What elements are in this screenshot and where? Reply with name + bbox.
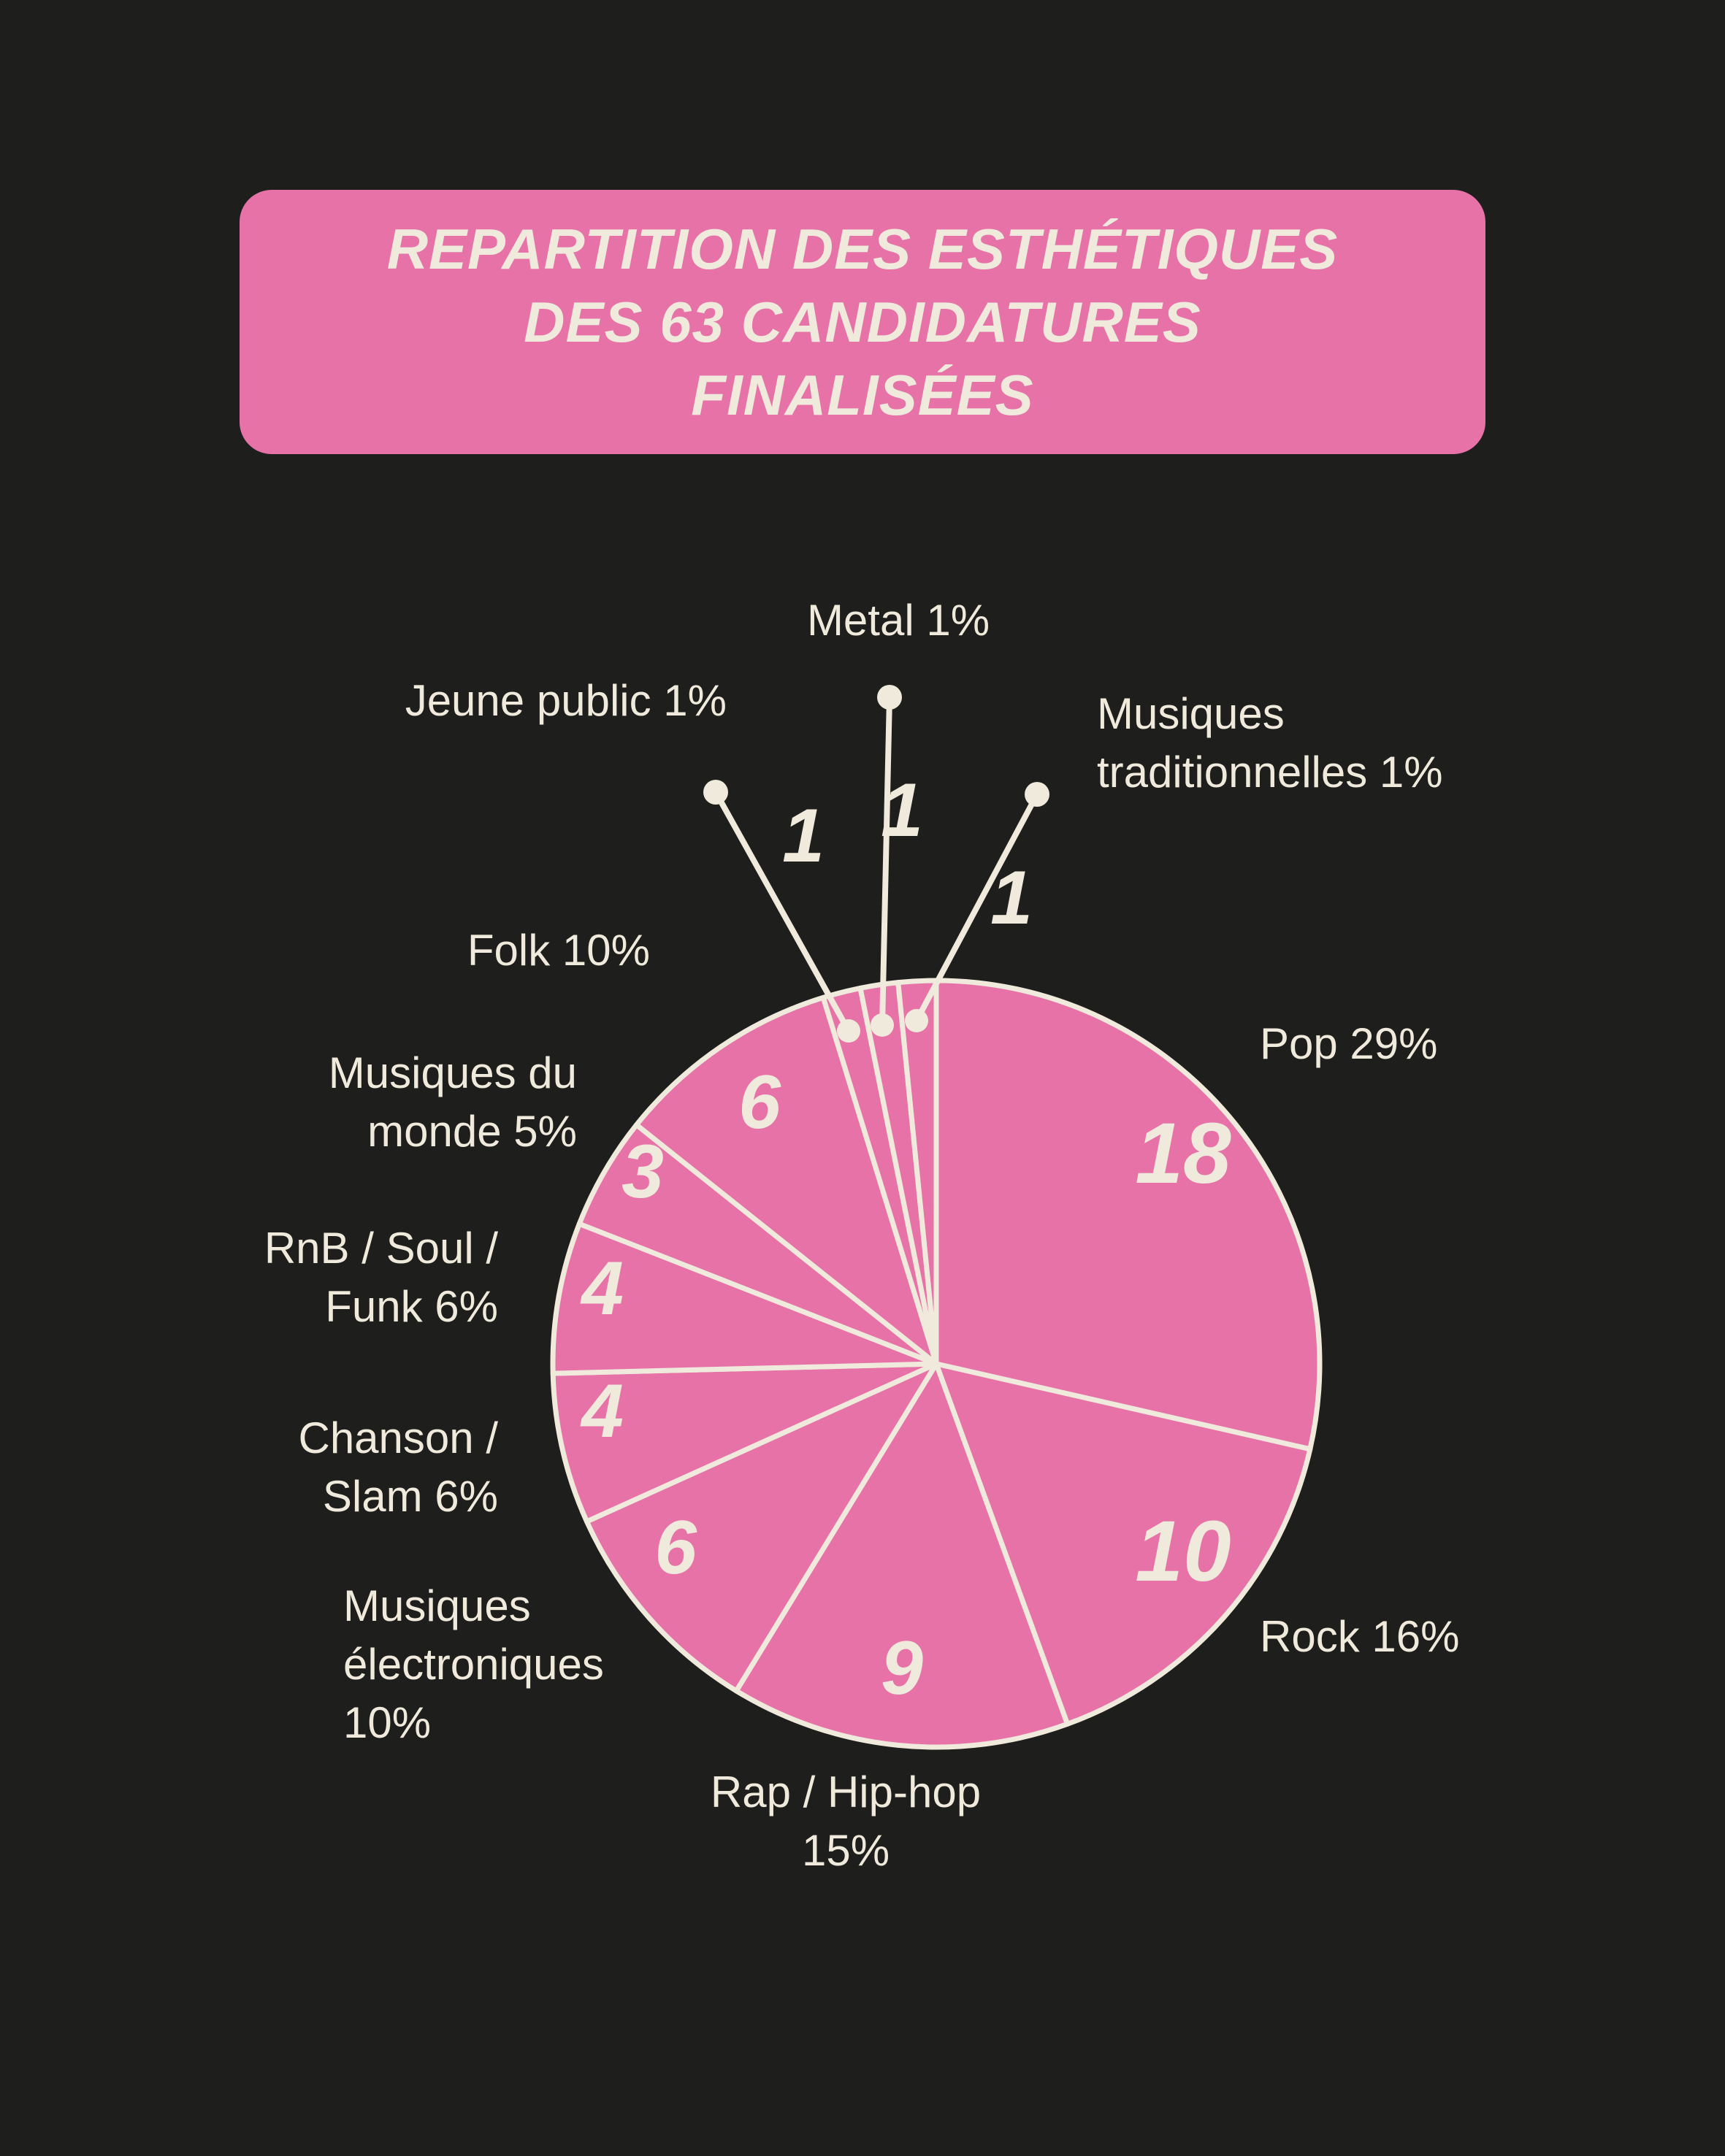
slice-label-line: Pop 29% [1260, 1019, 1438, 1068]
slice-value-pop: 18 [1135, 1105, 1231, 1202]
callouts [703, 685, 1049, 1043]
title-banner: REPARTITION DES ESTHÉTIQUES DES 63 CANDI… [240, 190, 1485, 454]
slice-labels: Pop 29% Rock 16% Rap / Hip-hop 15% Musiques é… [264, 596, 1460, 1875]
callout-dot-outer-jeune-public [703, 780, 728, 805]
callout-line-musiques-traditionnelles [914, 791, 1040, 1024]
callout-dot-inner-jeune-public [837, 1019, 860, 1043]
slice-label-rock: Rock 16% [1260, 1612, 1459, 1661]
slice-value-rock: 10 [1135, 1503, 1231, 1600]
slice-label-line: Musiques du [329, 1048, 577, 1097]
slice-label-line: Metal 1% [807, 596, 990, 645]
slice-label-rap-hip-hop: Rap / Hip-hop 15% [711, 1768, 981, 1875]
slice-label-line: Slam 6% [323, 1472, 498, 1521]
slice-value-chanson-slam: 4 [580, 1369, 624, 1454]
slice-label-line: 15% [802, 1826, 890, 1875]
callout-line-jeune-public [713, 789, 852, 1034]
slice-value-jeune-public: 1 [782, 794, 825, 878]
callout-dot-inner-musiques-traditionnelles [905, 1009, 928, 1032]
pie-slice-rap-hip-hop [733, 1361, 1071, 1750]
slice-label-line: Chanson / [298, 1413, 498, 1462]
slice-label-line: Funk 6% [325, 1282, 498, 1331]
slice-label-rnb-soul-funk: RnB / Soul / Funk 6% [264, 1224, 498, 1331]
slice-label-jeune-public: Jeune public 1% [405, 676, 727, 725]
slice-value-musiques-electroniques: 6 [654, 1505, 697, 1590]
slice-label-line: Musiques [343, 1581, 531, 1630]
slice-value-musiques-du-monde: 3 [621, 1129, 664, 1214]
callout-dot-outer-metal [877, 685, 902, 710]
slice-label-line: Musiques [1097, 689, 1285, 738]
slice-value-rap-hip-hop: 9 [881, 1626, 923, 1711]
pie-slices [550, 978, 1323, 1750]
slice-label-line: Rock 16% [1260, 1612, 1459, 1661]
slice-label-line: RnB / Soul / [264, 1224, 498, 1273]
pie-slice-folk [634, 994, 939, 1367]
slice-value-folk: 6 [738, 1060, 781, 1145]
slice-label-line: traditionnelles 1% [1097, 748, 1443, 797]
slice-label-pop: Pop 29% [1260, 1019, 1438, 1068]
slice-label-line: Folk 10% [467, 926, 650, 975]
pie-slice-rnb-soul-funk [550, 1221, 939, 1376]
callout-dot-inner-metal [871, 1013, 894, 1037]
chart-title: REPARTITION DES ESTHÉTIQUES DES 63 CANDI… [386, 217, 1339, 427]
pie-slice-rock [933, 1361, 1313, 1727]
slice-label-musiques-du-monde: Musiques du monde 5% [329, 1048, 577, 1156]
slice-value-rnb-soul-funk: 4 [580, 1246, 624, 1331]
slice-label-line: 10% [343, 1698, 431, 1747]
pie-slice-musiques-electroniques [584, 1361, 939, 1694]
slice-label-line: Jeune public 1% [405, 676, 727, 725]
slice-label-metal: Metal 1% [807, 596, 990, 645]
callout-line-metal [879, 694, 892, 1028]
slice-label-musiques-traditionnelles: Musiques traditionnelles 1% [1097, 689, 1443, 797]
slice-label-chanson-slam: Chanson / Slam 6% [298, 1413, 498, 1521]
pie-slice-pop [933, 978, 1323, 1452]
callout-dot-outer-musiques-traditionnelles [1025, 782, 1049, 807]
slice-label-folk: Folk 10% [467, 926, 650, 975]
slice-label-line: électroniques [343, 1640, 604, 1689]
slice-label-musiques-electroniques: Musiques électroniques 10% [343, 1581, 604, 1747]
pie-slice-chanson-slam [550, 1361, 939, 1524]
slice-label-line: Rap / Hip-hop [711, 1768, 981, 1817]
slice-label-line: monde 5% [367, 1107, 577, 1156]
